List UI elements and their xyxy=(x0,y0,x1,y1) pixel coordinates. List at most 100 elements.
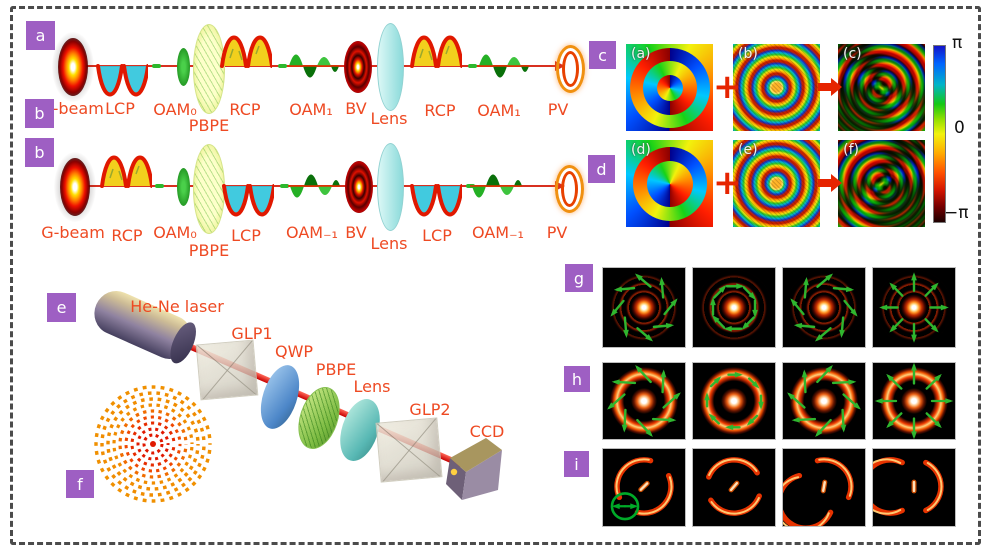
map-label: (e) xyxy=(738,142,758,158)
beam-label: BV xyxy=(345,223,367,242)
rcp-helix-icon xyxy=(100,155,152,188)
pv-ring-icon xyxy=(555,165,584,213)
beam-label: OAM₀ xyxy=(153,100,197,119)
beam-label: G-beam xyxy=(40,99,104,118)
polarizer-cube-icon xyxy=(375,417,443,483)
phase-map: (a) xyxy=(626,44,713,131)
panel-b-tag: b xyxy=(25,138,54,167)
row-i-cells xyxy=(602,448,956,527)
beam-label: PBPE xyxy=(188,116,230,135)
beam-label: LCP xyxy=(422,226,452,245)
beam-label: RCP xyxy=(424,101,456,120)
beam-label: PBPE xyxy=(188,241,230,260)
map-label: (f) xyxy=(843,142,859,158)
component-label: He-Ne laser xyxy=(130,297,224,316)
beam-label: OAM₋₁ xyxy=(472,223,524,242)
beam-label: LCP xyxy=(231,226,261,245)
bv-beam-icon xyxy=(345,161,373,213)
oam-mode-icon xyxy=(287,54,339,78)
beam-label: OAM₁ xyxy=(477,101,521,120)
result-image-h2 xyxy=(692,362,776,440)
result-image-g2 xyxy=(692,267,776,348)
result-image-g3 xyxy=(782,267,866,348)
phase-map: (c) xyxy=(838,44,925,131)
map-label: (b) xyxy=(738,46,758,62)
beam-dash-icon xyxy=(278,64,287,68)
oam-mode-icon xyxy=(288,174,340,198)
result-overlay xyxy=(704,371,764,431)
result-overlay xyxy=(706,457,762,516)
panel-c-tag: c xyxy=(589,41,616,69)
rcp-helix-icon xyxy=(410,35,462,68)
map-label: (c) xyxy=(843,46,862,62)
lens-icon xyxy=(377,143,404,231)
beam-label: Lens xyxy=(370,234,408,253)
row-h-cells xyxy=(602,362,956,440)
beam-label: RCP xyxy=(229,100,261,119)
pbpe-plate-icon xyxy=(193,144,225,234)
beam-dash-icon xyxy=(155,184,164,188)
lcp-helix-icon xyxy=(96,64,148,97)
pv-ring-icon xyxy=(556,45,585,93)
beam-label: Lens xyxy=(370,109,408,128)
map-label: (a) xyxy=(631,46,651,62)
panel-g-tag: g xyxy=(565,264,593,292)
panel-b-tag: b xyxy=(25,99,54,128)
beam-label: BV xyxy=(345,99,367,118)
bv-beam-icon xyxy=(344,41,372,93)
result-image-i3 xyxy=(782,448,866,527)
oam-mode-icon xyxy=(470,174,522,198)
result-image-i1 xyxy=(602,448,686,527)
phase-map: (d) xyxy=(626,140,713,227)
phase-map: (f) xyxy=(838,140,925,227)
plus-icon: + xyxy=(713,163,742,203)
phase-map: (b) xyxy=(733,44,820,131)
result-overlay xyxy=(783,457,854,526)
component-label: CCD xyxy=(469,422,505,441)
result-image-g1 xyxy=(602,267,686,348)
oam-mode-icon xyxy=(477,54,529,78)
colorbar-mid-label: 0 xyxy=(954,118,965,138)
row-g-cells xyxy=(602,267,956,348)
panel-f-tag: f xyxy=(66,470,94,498)
lcp-helix-icon xyxy=(222,184,274,217)
component-label: QWP xyxy=(274,342,314,361)
figure-border xyxy=(10,6,981,545)
red-arrow-icon xyxy=(818,174,842,192)
beam-dash-icon xyxy=(152,64,161,68)
result-image-i2 xyxy=(692,448,776,527)
beam-label: PV xyxy=(546,223,568,242)
beam-dash-icon xyxy=(468,64,477,68)
panel-d-tag: d xyxy=(588,155,615,183)
phase-map: (e) xyxy=(733,140,820,227)
g-beam-glow xyxy=(60,158,90,216)
beam-label: LCP xyxy=(105,99,135,118)
component-label: PBPE xyxy=(315,360,357,379)
beam-label: PV xyxy=(547,100,569,119)
beam-label: RCP xyxy=(111,226,143,245)
red-arrow-icon xyxy=(818,78,842,96)
result-image-h3 xyxy=(782,362,866,440)
result-overlay xyxy=(879,272,949,343)
oam0-filter-icon xyxy=(177,48,190,86)
result-overlay xyxy=(787,365,861,437)
panel-e-tag: e xyxy=(47,293,76,322)
result-image-h1 xyxy=(602,362,686,440)
oam0-filter-icon xyxy=(177,168,190,206)
g-beam-glow xyxy=(58,38,88,96)
beam-label: OAM₋₁ xyxy=(286,223,338,242)
result-overlay xyxy=(873,457,944,516)
lcp-helix-icon xyxy=(410,184,462,217)
result-image-g4 xyxy=(872,267,956,348)
spiral-pattern-icon xyxy=(94,385,212,503)
beam-label: G-beam xyxy=(41,223,105,242)
panel-h-tag: h xyxy=(564,366,590,392)
result-image-h4 xyxy=(872,362,956,440)
component-label: Lens xyxy=(353,377,391,396)
beam-dash-icon xyxy=(280,184,289,188)
result-overlay xyxy=(874,363,954,439)
result-overlay xyxy=(610,273,678,342)
ccd-camera-icon xyxy=(446,438,502,500)
plus-icon: + xyxy=(713,67,742,107)
